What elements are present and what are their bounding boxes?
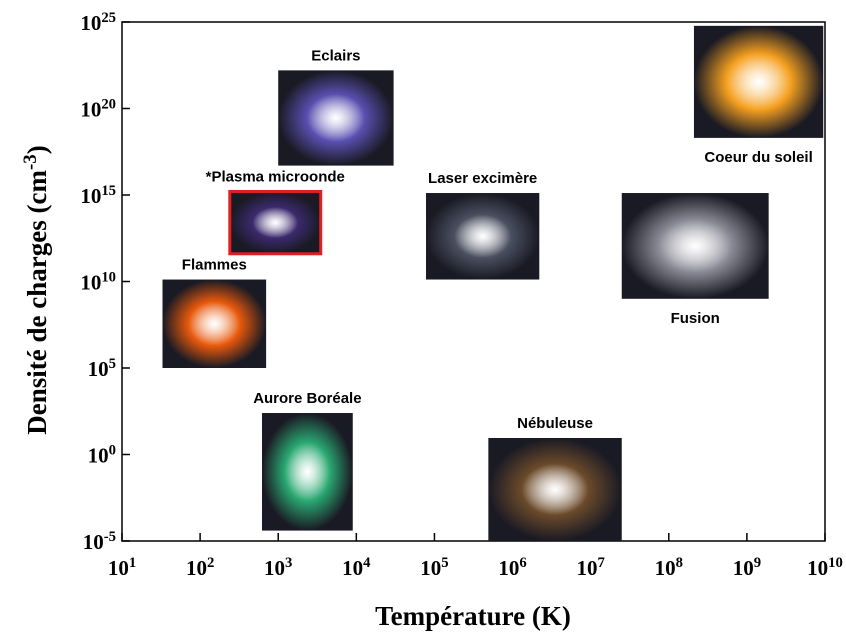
region-label: Aurore Boréale [253,390,361,407]
region-label: Eclairs [311,47,360,64]
y-tick-label: 1025 [80,10,116,35]
region-image [426,193,540,280]
x-tick-label: 109 [733,555,761,580]
y-tick-label: 1010 [80,270,116,295]
y-tick-label: 100 [88,443,116,468]
x-tick-label: 103 [264,555,292,580]
x-tick-label: 106 [498,555,526,580]
region-image [693,25,824,138]
x-tick-label: 102 [186,555,214,580]
region-image [262,413,353,531]
x-tick-label: 108 [655,555,683,580]
y-tick-label: 105 [88,356,116,381]
y-axis-label: Densité de charges (cm-3) [20,145,53,434]
region-label: Coeur du soleil [704,149,812,166]
x-tick-label: 104 [342,555,371,580]
x-axis-label: Température (K) [375,601,571,631]
region-label: *Plasma microonde [206,168,345,185]
region-label: Flammes [182,257,247,274]
region-label: Laser excimère [428,170,537,187]
region-image [278,70,394,166]
y-tick-label: 1020 [80,97,116,122]
x-tick-label: 101 [108,555,136,580]
region-label: Fusion [671,310,720,327]
region-image [488,437,622,541]
x-tick-label: 1010 [807,555,843,580]
y-tick-label: 10-5 [83,529,116,554]
region-image [162,279,267,368]
y-tick-label: 1015 [80,183,116,208]
region-image [621,193,769,299]
region-label: Nébuleuse [517,415,593,432]
x-tick-label: 105 [420,555,448,580]
region-image [228,189,323,256]
x-tick-label: 107 [576,555,604,580]
